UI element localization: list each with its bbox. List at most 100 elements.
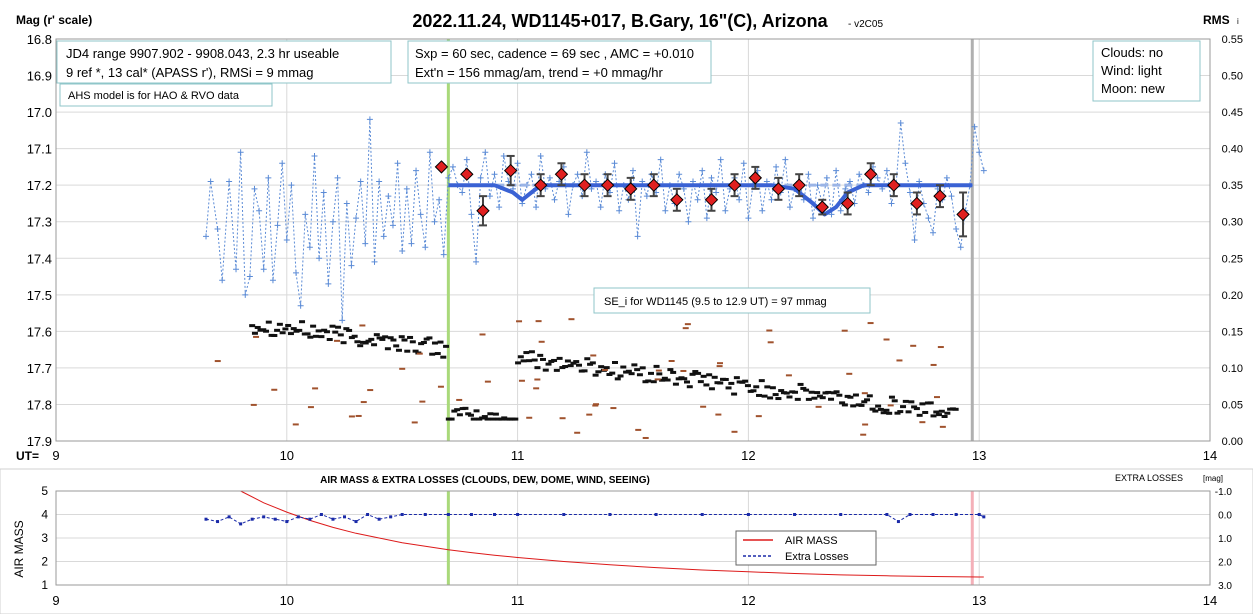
losses-point — [366, 513, 370, 516]
y-tick-label: 17.8 — [27, 397, 52, 412]
losses-point — [308, 517, 312, 521]
bottom-panel-frame — [0, 468, 1253, 614]
binned-point — [727, 178, 742, 192]
mag-point — [837, 207, 844, 214]
losses-point — [516, 513, 520, 516]
losses-point — [977, 513, 981, 516]
mag-point — [477, 174, 484, 181]
mag-point — [957, 244, 964, 251]
annotation-exposure-line1: Sxp = 60 sec, cadence = 69 sec , AMC = +… — [415, 46, 694, 61]
losses-point — [982, 515, 986, 519]
binned-point — [864, 167, 878, 181]
losses-point — [608, 513, 612, 516]
bottom-y-tick-label: 1 — [41, 578, 48, 592]
losses-point — [354, 520, 358, 524]
mag-point — [260, 266, 267, 273]
mag-point — [311, 152, 318, 159]
losses-point — [262, 515, 266, 519]
mag-point — [203, 233, 210, 240]
mag-point — [219, 277, 226, 284]
mag-point — [768, 196, 775, 203]
mag-point — [948, 193, 955, 200]
mag-point — [343, 200, 350, 207]
mag-point — [413, 167, 420, 174]
binned-point — [670, 193, 684, 207]
top-y2-ticks: 0.55 0.50 0.45 0.40 0.35 0.30 0.25 0.20 0.15 0.10… — [1222, 34, 1243, 448]
mag-point — [399, 247, 406, 254]
mag-point — [551, 196, 558, 203]
binned-point — [554, 167, 569, 181]
mag-point — [786, 204, 793, 211]
mag-point — [685, 218, 692, 225]
binned-point — [600, 178, 615, 192]
mag-point — [371, 258, 378, 265]
losses-point — [319, 513, 323, 516]
annotation-conditions-line3: Moon: new — [1101, 81, 1165, 96]
losses-point — [343, 515, 346, 519]
mag-point — [630, 167, 636, 174]
mag-point — [528, 171, 535, 178]
mag-point — [722, 207, 729, 214]
mag-point — [468, 211, 475, 218]
mag-point — [459, 189, 466, 196]
bottom-y-left-label: AIR MASS — [12, 520, 26, 577]
mag-point — [348, 262, 355, 269]
mag-point — [925, 215, 932, 222]
mag-point — [473, 258, 480, 265]
mag-point — [537, 152, 544, 159]
binned-point — [460, 167, 474, 181]
binned-point — [434, 160, 449, 174]
y2-tick-label: 0.25 — [1222, 253, 1243, 265]
losses-point — [296, 515, 300, 519]
bottom-y-tick-label: 3 — [41, 531, 48, 545]
mag-point — [930, 229, 937, 236]
mag-point — [546, 174, 553, 181]
y2-tick-label: 0.05 — [1222, 399, 1243, 411]
mag-point — [888, 200, 895, 207]
mag-point — [634, 233, 641, 240]
mag-point — [865, 189, 872, 196]
mag-point — [214, 226, 221, 233]
annotation-range: JD4 range 9907.902 - 9908.043, 2.3 hr us… — [56, 40, 392, 84]
x-tick-label: 14 — [1203, 448, 1217, 463]
mag-point — [482, 149, 489, 156]
y-tick-label: 17.2 — [27, 178, 52, 193]
bottom-y-tick-label: 4 — [41, 508, 48, 522]
mag-point — [713, 189, 720, 196]
mag-point — [574, 171, 581, 178]
losses-point — [400, 513, 404, 516]
mag-point — [943, 174, 950, 181]
mag-point — [293, 269, 300, 276]
binned-point — [840, 196, 855, 211]
mag-point — [902, 160, 909, 167]
mag-point — [611, 160, 618, 167]
y-tick-label: 16.9 — [27, 69, 52, 84]
mag-point — [422, 244, 429, 251]
mag-point — [366, 116, 373, 123]
y-tick-label: 17.4 — [27, 251, 52, 266]
losses-point — [469, 513, 473, 516]
y2-tick-label: 0.15 — [1222, 326, 1243, 338]
annotation-conditions: Clouds: no Wind: light Moon: new — [1092, 40, 1201, 102]
losses-point — [700, 513, 704, 516]
mag-point — [389, 222, 396, 229]
bottom-y2-tick-label: 3.0 — [1218, 581, 1232, 592]
chart-title: 2022.11.24, WD1145+017, B.Gary, 16"(C), … — [412, 11, 828, 31]
mag-point — [463, 156, 470, 163]
y-tick-label: 17.1 — [27, 142, 52, 157]
mag-point — [288, 182, 295, 189]
mag-point — [643, 193, 650, 200]
mag-point — [833, 167, 840, 174]
mag-point — [736, 196, 743, 203]
mag-point — [976, 149, 983, 156]
mag-point — [256, 207, 263, 214]
mag-point — [357, 178, 364, 185]
mag-point — [823, 174, 830, 181]
mag-point — [334, 174, 341, 181]
chart-version: - v2C05 — [848, 19, 883, 30]
mag-point — [980, 167, 987, 174]
binned-point — [704, 193, 719, 207]
mag-point — [703, 215, 710, 222]
losses-point — [331, 517, 335, 521]
bottom-y2-tick-label: -1.0 — [1215, 487, 1233, 498]
